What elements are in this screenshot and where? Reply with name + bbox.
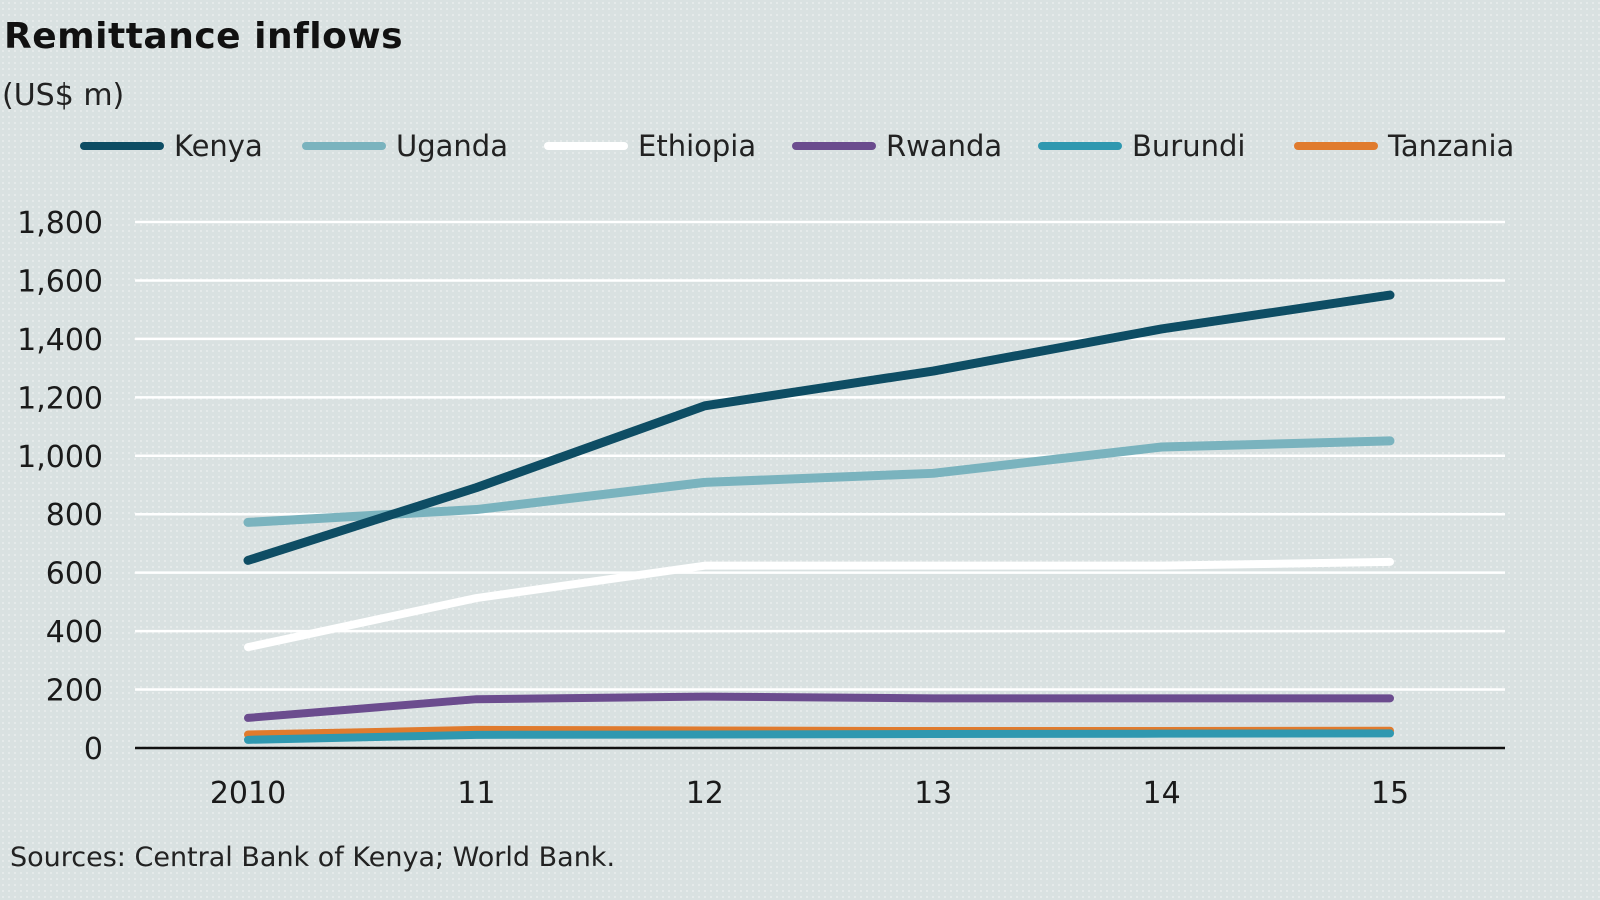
x-tick-label: 15 <box>1371 776 1409 811</box>
legend-swatch-uganda <box>302 142 386 150</box>
line-chart: 0 200 400 600 800 1,000 1,200 1,400 1,600 1,800 2… <box>17 206 1505 811</box>
legend-item-tanzania: Tanzania <box>1294 124 1514 168</box>
y-tick-label: 1,600 <box>17 264 103 299</box>
y-tick-label: 1,800 <box>17 206 103 241</box>
chart-source-note: Sources: Central Bank of Kenya; World Ba… <box>10 842 616 873</box>
x-tick-label: 14 <box>1143 776 1181 811</box>
y-axis-tick-labels: 0 200 400 600 800 1,000 1,200 1,400 1,600 1,800 <box>17 206 103 767</box>
y-tick-label: 800 <box>46 498 103 533</box>
y-tick-label: 1,400 <box>17 323 103 358</box>
y-tick-label: 200 <box>46 674 103 709</box>
series-line-uganda <box>243 436 1395 527</box>
legend-label-rwanda: Rwanda <box>886 129 1003 163</box>
series-line-ethiopia <box>244 557 1394 652</box>
chart-title: Remittance inflows <box>4 16 404 57</box>
series-line-kenya <box>243 290 1395 565</box>
legend-item-kenya: Kenya <box>80 124 263 168</box>
legend-swatch-ethiopia <box>544 142 628 150</box>
legend-swatch-tanzania <box>1294 142 1378 150</box>
x-axis-tick-labels: 2010 11 12 13 14 15 <box>210 776 1409 811</box>
legend-label-uganda: Uganda <box>396 129 508 163</box>
y-tick-label: 400 <box>46 615 103 650</box>
legend-item-ethiopia: Ethiopia <box>544 124 756 168</box>
x-tick-label: 11 <box>457 776 495 811</box>
legend-item-rwanda: Rwanda <box>792 124 1002 168</box>
y-tick-label: 0 <box>84 732 103 767</box>
x-tick-label: 13 <box>914 776 952 811</box>
chart-legend: Kenya Uganda Ethiopia Rwanda Burundi Tan… <box>80 124 1540 168</box>
legend-label-ethiopia: Ethiopia <box>638 129 757 163</box>
series-lines <box>243 290 1395 744</box>
legend-swatch-rwanda <box>792 142 876 150</box>
series-line-rwanda <box>244 692 1394 722</box>
legend-item-burundi: Burundi <box>1038 124 1245 168</box>
y-tick-label: 600 <box>46 557 103 592</box>
x-tick-label: 2010 <box>210 776 286 811</box>
legend-label-burundi: Burundi <box>1132 129 1246 163</box>
legend-swatch-burundi <box>1038 142 1122 150</box>
gridlines <box>135 220 1505 691</box>
legend-label-kenya: Kenya <box>174 129 263 163</box>
chart-subtitle-units: (US$ m) <box>2 78 125 113</box>
series-line-burundi <box>244 729 1394 744</box>
y-tick-label: 1,000 <box>17 440 103 475</box>
legend-swatch-kenya <box>80 142 164 150</box>
legend-item-uganda: Uganda <box>302 124 508 168</box>
legend-label-tanzania: Tanzania <box>1388 129 1515 163</box>
x-tick-label: 12 <box>686 776 724 811</box>
y-tick-label: 1,200 <box>17 381 103 416</box>
